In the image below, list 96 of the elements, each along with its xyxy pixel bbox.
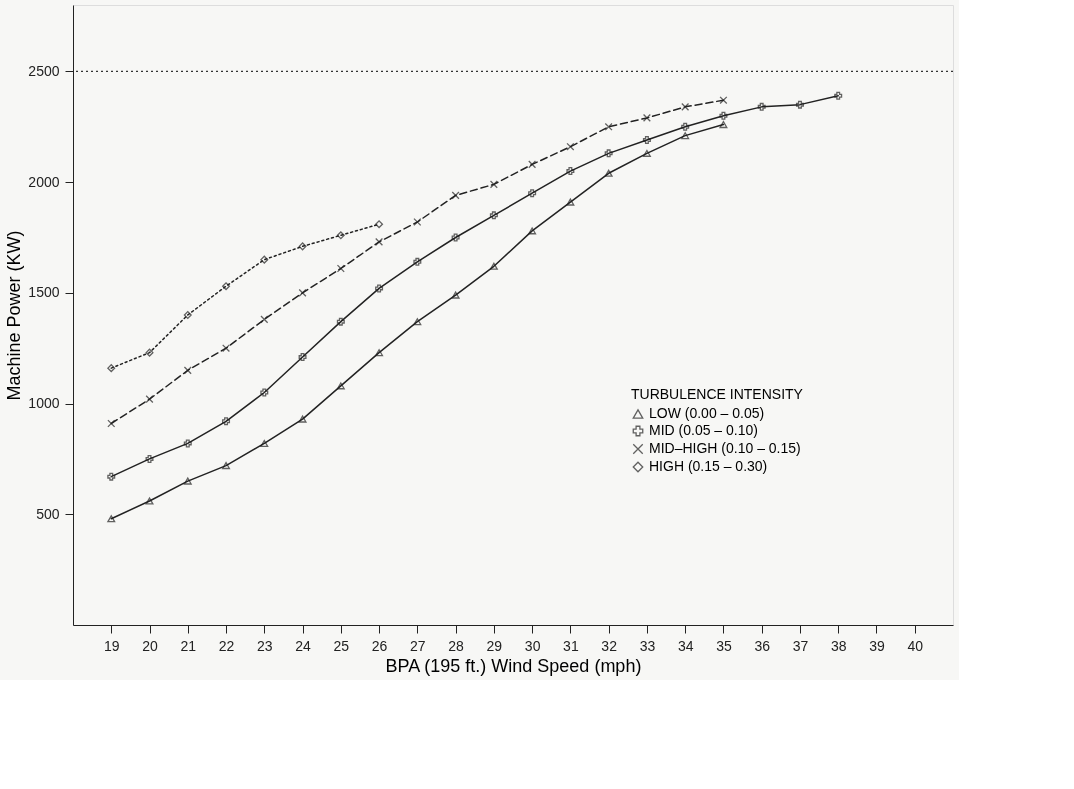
point [642, 149, 651, 157]
y-tick-label: 2000 [28, 173, 60, 190]
point [298, 288, 307, 297]
point [413, 318, 422, 326]
point [260, 388, 269, 397]
point [719, 111, 728, 120]
point [336, 264, 345, 273]
point [413, 218, 422, 226]
point [375, 237, 384, 246]
y-axis-title: Machine Power (KW) [4, 230, 25, 401]
point [183, 366, 192, 375]
point [681, 122, 690, 131]
point [222, 417, 231, 426]
x-tick-label: 36 [754, 637, 771, 654]
legend-label: MID–HIGH (0.10 – 0.15) [649, 440, 801, 456]
x-tick-label: 32 [601, 637, 618, 654]
x-tick-label: 25 [333, 637, 350, 654]
x-tick-label: 28 [448, 637, 465, 654]
point [604, 169, 613, 177]
x-tick-label: 27 [410, 637, 426, 654]
x-tick-label: 39 [869, 637, 885, 654]
x-tick-label: 33 [639, 637, 656, 654]
point [528, 160, 537, 169]
x-tick-label: 29 [486, 637, 503, 654]
x-tick-label: 30 [524, 637, 541, 654]
point [183, 439, 192, 448]
point [604, 122, 613, 131]
x-tick-label: 24 [295, 637, 312, 654]
point [145, 497, 154, 505]
x-tick-label: 19 [103, 637, 120, 654]
point [528, 227, 537, 235]
point [375, 349, 384, 357]
point [375, 284, 384, 293]
point [795, 100, 804, 109]
point [451, 191, 460, 200]
point [107, 515, 116, 523]
point [145, 395, 154, 404]
point [489, 262, 498, 270]
x-tick-label: 31 [563, 637, 579, 654]
x-tick-label: 23 [257, 637, 273, 654]
x-tick-label: 38 [830, 637, 847, 654]
x-tick-label: 35 [716, 637, 732, 654]
point [604, 149, 613, 158]
point [298, 415, 307, 423]
point [298, 353, 307, 362]
point [489, 211, 498, 220]
legend-label: LOW (0.00 – 0.05) [649, 405, 765, 421]
point [336, 317, 345, 326]
x-tick-label: 37 [792, 637, 809, 654]
point [413, 257, 422, 266]
y-tick-label: 500 [36, 505, 60, 522]
point [107, 472, 116, 481]
point [566, 198, 575, 206]
point [183, 477, 192, 485]
legend-title: TURBULENCE INTENSITY [631, 386, 804, 402]
legend-label: HIGH (0.15 – 0.30) [649, 458, 768, 474]
point [145, 454, 154, 463]
point [528, 189, 537, 198]
x-tick-label: 20 [142, 637, 159, 654]
point [260, 439, 269, 447]
point [642, 113, 651, 122]
x-tick-label: 34 [677, 637, 694, 654]
point [260, 315, 269, 324]
x-tick-label: 26 [371, 637, 388, 654]
x-tick-label: 40 [907, 637, 924, 654]
legend-label: MID (0.05 – 0.10) [649, 422, 758, 438]
point [107, 419, 116, 428]
point [107, 364, 116, 373]
point [298, 242, 307, 251]
point [222, 344, 231, 353]
point [757, 102, 766, 111]
point [834, 91, 843, 100]
point [719, 121, 728, 129]
point [451, 233, 460, 242]
point [566, 142, 575, 151]
point [642, 136, 651, 145]
point [222, 282, 231, 291]
x-axis-title: BPA (195 ft.) Wind Speed (mph) [385, 655, 642, 676]
point [260, 255, 269, 264]
point [489, 180, 498, 189]
point [681, 132, 690, 140]
point [336, 382, 345, 390]
point [719, 96, 728, 105]
point [566, 167, 575, 176]
point [145, 348, 154, 357]
point [375, 220, 384, 229]
y-tick-label: 1500 [28, 284, 60, 301]
x-tick-label: 22 [218, 637, 235, 654]
point [183, 311, 192, 319]
point [336, 231, 345, 240]
point [451, 291, 460, 299]
y-tick-label: 1000 [28, 395, 60, 412]
point [681, 102, 690, 111]
point [222, 462, 231, 470]
y-tick-label: 2500 [28, 62, 60, 79]
x-tick-label: 21 [180, 637, 197, 654]
